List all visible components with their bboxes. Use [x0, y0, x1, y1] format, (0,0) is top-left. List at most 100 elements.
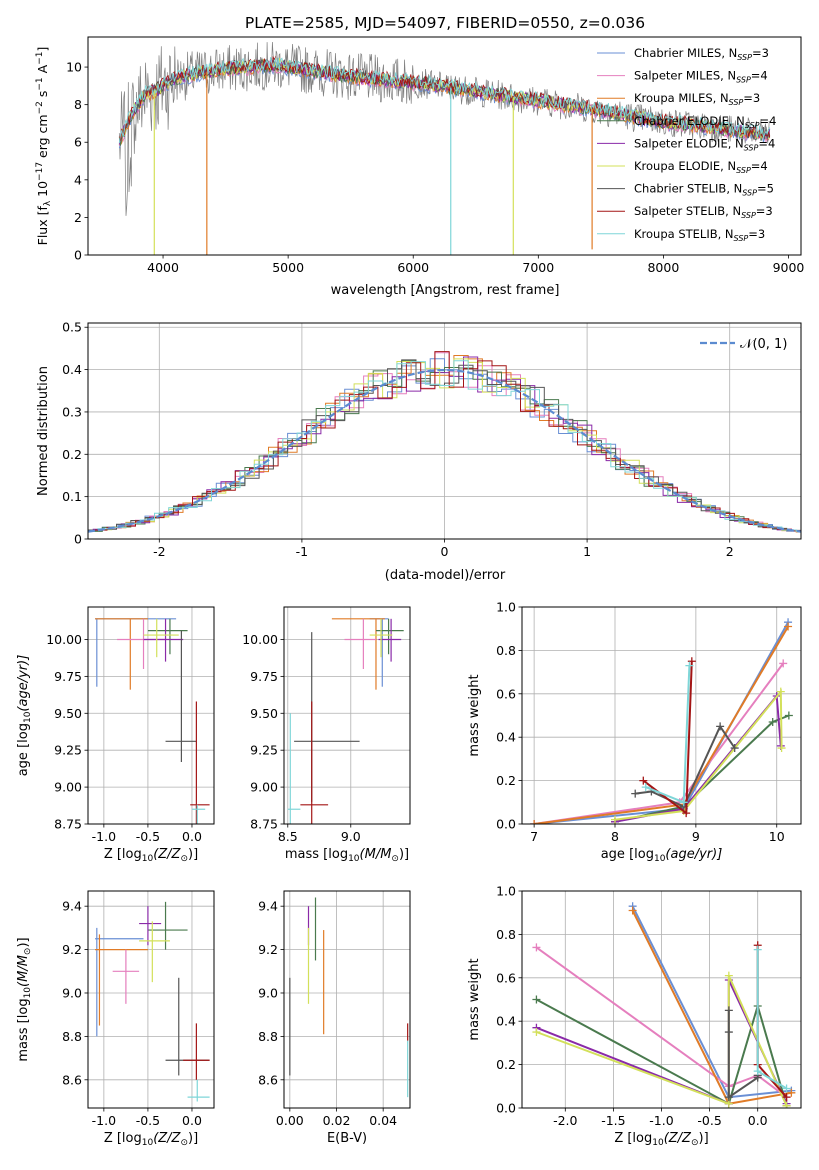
age-vs-mass-panel: 8.5 9.0 8.75 9.00 9.25 9.50 9.75 10.00 mass [log… [242, 606, 411, 864]
residual-histogram [97, 360, 801, 532]
tick-label-y: 0.4 [496, 730, 516, 745]
weight-marker [532, 1028, 541, 1037]
tick-label-y: 9.25 [54, 743, 82, 758]
label-part: =4 [751, 159, 768, 173]
weight-marker [724, 1028, 733, 1037]
label-part: )] [16, 937, 31, 947]
label-part: age [log [601, 847, 654, 862]
weight-line [614, 693, 782, 823]
x-axis-label: E(B-V) [327, 1131, 367, 1146]
weight-marker [685, 661, 694, 670]
weight-marker [530, 820, 539, 824]
weight-marker [631, 789, 640, 798]
x-axis-label: mass [log10(M/M⊙)] [285, 847, 409, 864]
tick-label-x: -1.0 [92, 1113, 116, 1128]
label-part: 10 [348, 854, 360, 864]
tick-label-x: 0.04 [369, 1113, 397, 1128]
tick-label-y: 9.2 [62, 942, 82, 957]
weight-marker [687, 657, 696, 666]
label-part: erg cm [35, 114, 50, 162]
axes-frame [521, 890, 802, 1109]
label-part: Kroupa ELODIE, N [634, 159, 736, 173]
legend-entry: Chabrier STELIB, NSSP=5 [634, 182, 774, 198]
label-part: λ [43, 200, 53, 206]
label-part: (age/yr)] [665, 847, 722, 862]
label-part: ⊙ [691, 1138, 699, 1148]
weight-marker [753, 945, 762, 954]
label-part: 10 [654, 854, 666, 864]
axes-frame [87, 322, 802, 540]
residual-histogram [88, 359, 801, 531]
label-part: (Z/Z [153, 1131, 181, 1146]
label-part: (Z/Z [153, 847, 181, 862]
legend-entry: Chabrier MILES, NSSP=3 [634, 46, 769, 62]
tick-label-x: -0.5 [697, 1113, 721, 1128]
y-axis-label: Flux [fλ 10−17 erg cm−2 s−1 A−1] [35, 47, 53, 246]
label-part: 10 [23, 711, 33, 723]
tick-label-y: 10 [66, 60, 82, 75]
model-spectrum [118, 57, 771, 144]
plot-area [88, 351, 801, 533]
label-part: =3 [748, 227, 765, 241]
label-part: −1 [35, 77, 45, 90]
residuals-panel: -2 -1 0 1 2 0 0.1 0.2 0.3 0.4 0.5 𝒩(0, 1) (data-mode… [36, 320, 802, 583]
label-part: =4 [758, 136, 775, 150]
tick-label-y: 10.00 [46, 632, 82, 647]
tick-label-y: 0.2 [62, 447, 82, 462]
legend-entry: Salpeter ELODIE, NSSP=4 [634, 136, 775, 152]
tick-label-y: 0.8 [496, 643, 516, 658]
model-spectrum [119, 57, 771, 140]
weight-marker [716, 722, 725, 731]
label-part: =4 [760, 114, 777, 128]
label-part: 10 [23, 987, 33, 999]
label-part: ⊙ [180, 1138, 188, 1148]
label-part: Salpeter ELODIE, N [634, 136, 744, 150]
legend-entry: Salpeter STELIB, NSSP=3 [634, 204, 773, 220]
tick-label-y: 8.8 [62, 1029, 82, 1044]
normal-curve [88, 368, 801, 533]
tick-label-x: 9.0 [341, 829, 361, 844]
label-part: −1 [35, 52, 45, 65]
plot-area [289, 897, 409, 1098]
tick-label-y: 8 [74, 97, 82, 112]
weight-line [533, 662, 785, 824]
x-axis-label: age [log10(age/yr)] [601, 847, 723, 864]
tick-label-x: 6000 [397, 260, 429, 275]
x-axis-label: (data-model)/error [385, 568, 506, 583]
tick-label-y: 9.00 [250, 780, 278, 795]
tick-label-x: 10 [769, 829, 785, 844]
label-part: Kroupa STELIB, N [634, 227, 734, 241]
label-part: s [35, 91, 50, 102]
weight-marker [682, 809, 691, 818]
tick-label-y: 0.6 [496, 686, 516, 701]
mass-vs-metallicity-panel: -1.0 -0.5 0.08.68.89.09.29.4Z [log10(Z/Z⊙)… [16, 890, 215, 1148]
tick-label-x: 8000 [647, 260, 679, 275]
weight-marker [787, 1088, 796, 1097]
x-axis-label: Z [log10(Z/Z⊙)] [614, 1131, 708, 1148]
tick-label-x: -1 [296, 544, 308, 559]
tick-label-y: 4 [74, 172, 82, 187]
tick-label-y: 2 [74, 210, 82, 225]
label-part: )] [188, 1131, 198, 1146]
axes-frame [87, 890, 215, 1109]
weight-line [535, 998, 788, 1107]
weight-marker [628, 906, 637, 915]
label-part: SSP [742, 189, 757, 198]
legend-entry: Kroupa MILES, NSSP=3 [634, 91, 760, 107]
tick-label-x: -1.5 [601, 1113, 625, 1128]
x-axis-label: wavelength [Angstrom, rest frame] [331, 283, 560, 298]
weight-marker [679, 798, 688, 807]
label-part: SSP [736, 166, 751, 175]
label-part: (M/M [360, 847, 392, 862]
weight-marker [753, 1067, 762, 1076]
weight-marker [532, 943, 541, 952]
weight-marker [641, 783, 650, 792]
tick-label-x: 9 [692, 829, 700, 844]
label-part: =5 [757, 182, 774, 196]
label-part: ⊙ [23, 948, 33, 956]
tick-label-x: 1 [583, 544, 591, 559]
weight-line [645, 665, 691, 804]
plot-area [95, 901, 210, 1102]
weight-marker [779, 659, 788, 668]
